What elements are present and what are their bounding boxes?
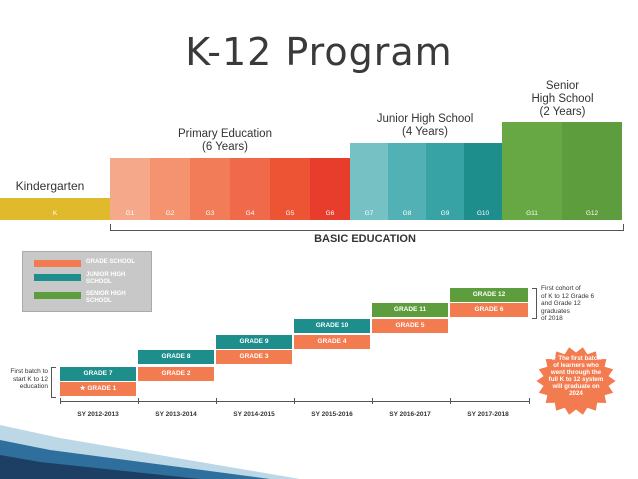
grade-label-g3: G3 (205, 210, 215, 217)
grade-label-g2: G2 (165, 210, 175, 217)
first-batch-note: First batch to start K to 12 education (2, 368, 48, 391)
first-cohort-line-3: and Grade 12 (541, 300, 581, 307)
grade-segment-g7 (350, 143, 388, 220)
sy-2013-2014: SY 2013-2014 (155, 411, 197, 418)
step6-bottom: GRADE 6 (450, 303, 528, 317)
step1-top: GRADE 7 (60, 367, 136, 381)
legend-grade-school-label: GRADE SCHOOL (86, 259, 136, 265)
grade-segment-g8 (388, 143, 426, 220)
sy-2017-2018: SY 2017-2018 (467, 411, 509, 418)
first-cohort-note: First cohort of of K to 12 Grade 6 and G… (541, 285, 631, 323)
grade-segment-g12 (562, 122, 622, 220)
kindergarten-label: Kindergarten (15, 179, 85, 193)
legend-junior-label-2: SCHOOL (86, 279, 112, 285)
star-line-2: of learners who (553, 362, 599, 369)
sy-2014-2015: SY 2014-2015 (233, 411, 275, 418)
step5-top: GRADE 11 (372, 303, 448, 317)
star-note: ★ The first batch of learners who went t… (541, 355, 611, 397)
legend-senior-swatch (34, 292, 81, 299)
grade-label-g1: G1 (125, 210, 135, 217)
grade-segment-g6 (310, 158, 350, 220)
grade-segment-g4 (230, 158, 270, 220)
grade-segment-g2 (150, 158, 190, 220)
primary-header: Primary Education (6 Years) (150, 128, 300, 154)
kindergarten-header: Kindergarten (10, 180, 90, 193)
legend-senior-label-1: SENIOR HIGH (86, 291, 126, 297)
junior-years: (4 Years) (401, 126, 449, 138)
basic-education-bracket (110, 224, 624, 231)
grade-segment-g1 (110, 158, 150, 220)
primary-years: (6 Years) (201, 141, 249, 153)
step3-top: GRADE 9 (216, 335, 292, 349)
legend-senior-label-2: SCHOOL (86, 298, 112, 304)
step1-bottom: ★ GRADE 1 (60, 382, 136, 396)
junior-header: Junior High School (4 Years) (355, 113, 495, 139)
first-cohort-line-2: of K to 12 Grade 6 (541, 292, 595, 300)
first-cohort-line-5: of 2018 (541, 315, 563, 322)
senior-title-1: Senior (545, 80, 580, 92)
grade-label-g9: G9 (440, 210, 450, 217)
grade-label-g6: G6 (325, 210, 335, 217)
grade-label-g4: G4 (245, 210, 255, 217)
timeline-ticks (60, 398, 530, 404)
primary-title: Primary Education (178, 128, 272, 140)
star-line-4: full K to 12 system (548, 376, 604, 383)
star-line-5: will graduate on (552, 383, 600, 390)
grade-label-g8: G8 (402, 210, 412, 217)
grade-segment-k (0, 198, 110, 220)
step5-bottom: GRADE 5 (372, 319, 448, 333)
star-line-3: went through the (550, 369, 602, 376)
senior-header: Senior High School (2 Years) (510, 80, 615, 119)
sy-2012-2013: SY 2012-2013 (77, 411, 119, 418)
legend-grade-school-swatch (34, 260, 81, 267)
sy-2015-2016: SY 2015-2016 (311, 411, 353, 418)
grade-segment-g10 (464, 143, 502, 220)
first-cohort-line-4: graduates (541, 307, 570, 315)
step2-top: GRADE 8 (138, 350, 214, 364)
grade-label-g12: G12 (585, 210, 599, 217)
step3-bottom: GRADE 3 (216, 350, 292, 364)
step4-top: GRADE 10 (294, 319, 370, 333)
legend-junior-label-1: JUNIOR HIGH (86, 272, 126, 278)
corner-swoosh-decoration (0, 425, 300, 479)
senior-years: (2 Years) (539, 106, 586, 118)
legend-junior-swatch (34, 274, 81, 281)
senior-title-2: High School (531, 93, 594, 105)
grade-segment-g11 (502, 122, 562, 220)
grade-label-g10: G10 (476, 210, 490, 217)
sy-2016-2017: SY 2016-2017 (389, 411, 431, 418)
grade-label-k: K (52, 210, 58, 217)
first-batch-line-2: start K to 12 (12, 375, 48, 383)
step6-top: GRADE 12 (450, 288, 528, 302)
first-batch-line-1: First batch to (10, 368, 48, 375)
starburst-badge-icon (536, 347, 616, 415)
grade-label-g5: G5 (285, 210, 295, 217)
step4-bottom: GRADE 4 (294, 335, 370, 349)
basic-education-label: BASIC EDUCATION (314, 233, 416, 245)
star-line-6: 2024 (569, 390, 583, 397)
grade-label-g7: G7 (364, 210, 374, 217)
junior-title: Junior High School (376, 113, 474, 125)
step2-bottom: GRADE 2 (138, 367, 214, 381)
grade-segment-g9 (426, 143, 464, 220)
first-batch-line-3: education (19, 383, 48, 390)
star-line-1: ★ The first batch (551, 355, 601, 362)
first-cohort-bracket (532, 288, 537, 319)
first-batch-bracket (51, 367, 56, 398)
grade-segment-g5 (270, 158, 310, 220)
grade-label-g11: G11 (526, 210, 538, 217)
first-cohort-line-1: First cohort of (541, 285, 581, 292)
timeline-axis (60, 401, 530, 402)
slide-title: K-12 Program (185, 30, 453, 74)
grade-segment-g3 (190, 158, 230, 220)
